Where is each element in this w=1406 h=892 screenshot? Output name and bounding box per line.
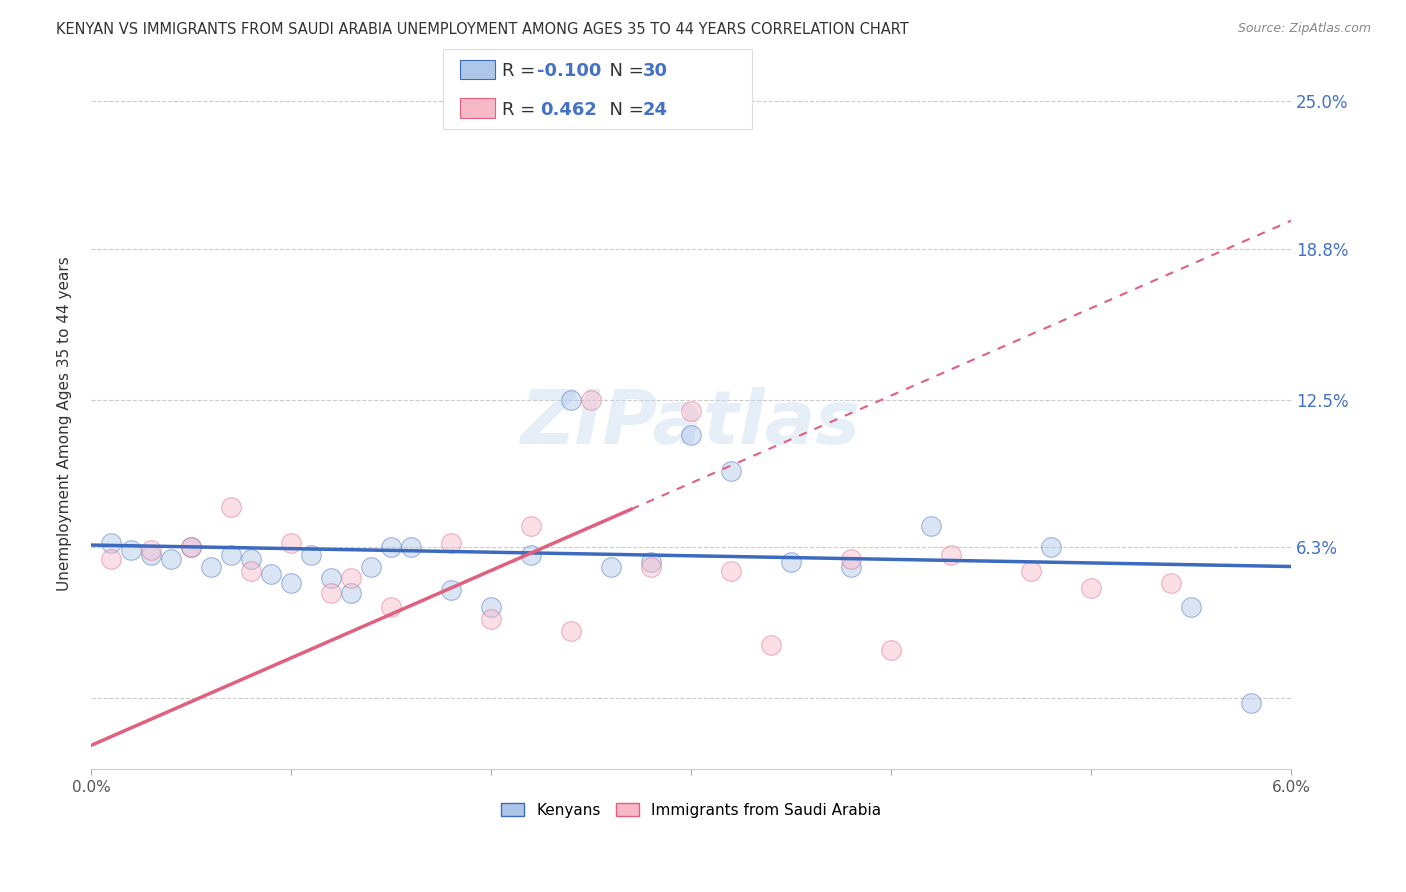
Point	[920, 519, 942, 533]
Point	[380, 600, 402, 615]
Point	[640, 555, 662, 569]
Text: 0.462: 0.462	[540, 101, 596, 119]
Text: R =: R =	[502, 62, 541, 80]
Point	[299, 548, 322, 562]
Point	[681, 428, 703, 442]
Point	[600, 559, 623, 574]
Text: KENYAN VS IMMIGRANTS FROM SAUDI ARABIA UNEMPLOYMENT AMONG AGES 35 TO 44 YEARS CO: KENYAN VS IMMIGRANTS FROM SAUDI ARABIA U…	[56, 22, 910, 37]
Point	[380, 541, 402, 555]
Point	[520, 548, 543, 562]
Point	[180, 541, 202, 555]
Text: 24: 24	[643, 101, 668, 119]
Point	[681, 404, 703, 418]
Text: N =: N =	[598, 62, 650, 80]
Point	[560, 624, 582, 638]
Point	[240, 552, 263, 566]
Point	[880, 643, 903, 657]
Point	[1080, 581, 1102, 595]
Point	[219, 500, 242, 514]
Text: R =: R =	[502, 101, 547, 119]
Point	[180, 541, 202, 555]
Point	[260, 566, 283, 581]
Point	[160, 552, 183, 566]
Point	[280, 535, 302, 549]
Point	[100, 552, 122, 566]
Point	[240, 564, 263, 578]
Point	[479, 612, 502, 626]
Point	[319, 571, 342, 585]
Point	[720, 564, 742, 578]
Point	[280, 576, 302, 591]
Point	[139, 548, 162, 562]
Point	[1160, 576, 1182, 591]
Point	[720, 464, 742, 478]
Point	[560, 392, 582, 407]
Y-axis label: Unemployment Among Ages 35 to 44 years: Unemployment Among Ages 35 to 44 years	[58, 256, 72, 591]
Point	[839, 552, 862, 566]
Point	[941, 548, 963, 562]
Point	[399, 541, 422, 555]
Legend: Kenyans, Immigrants from Saudi Arabia: Kenyans, Immigrants from Saudi Arabia	[495, 797, 887, 824]
Point	[579, 392, 602, 407]
Point	[219, 548, 242, 562]
Point	[319, 586, 342, 600]
Point	[360, 559, 382, 574]
Point	[1040, 541, 1063, 555]
Point	[759, 638, 782, 652]
Point	[440, 535, 463, 549]
Point	[1240, 696, 1263, 710]
Text: N =: N =	[598, 101, 650, 119]
Point	[1180, 600, 1202, 615]
Point	[200, 559, 222, 574]
Text: 30: 30	[643, 62, 668, 80]
Text: ZIPatlas: ZIPatlas	[522, 387, 860, 460]
Text: Source: ZipAtlas.com: Source: ZipAtlas.com	[1237, 22, 1371, 36]
Point	[340, 586, 363, 600]
Point	[520, 519, 543, 533]
Point	[340, 571, 363, 585]
Point	[839, 559, 862, 574]
Text: -0.100: -0.100	[537, 62, 602, 80]
Point	[139, 542, 162, 557]
Point	[780, 555, 803, 569]
Point	[100, 535, 122, 549]
Point	[1019, 564, 1042, 578]
Point	[440, 583, 463, 598]
Point	[479, 600, 502, 615]
Point	[640, 559, 662, 574]
Point	[120, 542, 142, 557]
